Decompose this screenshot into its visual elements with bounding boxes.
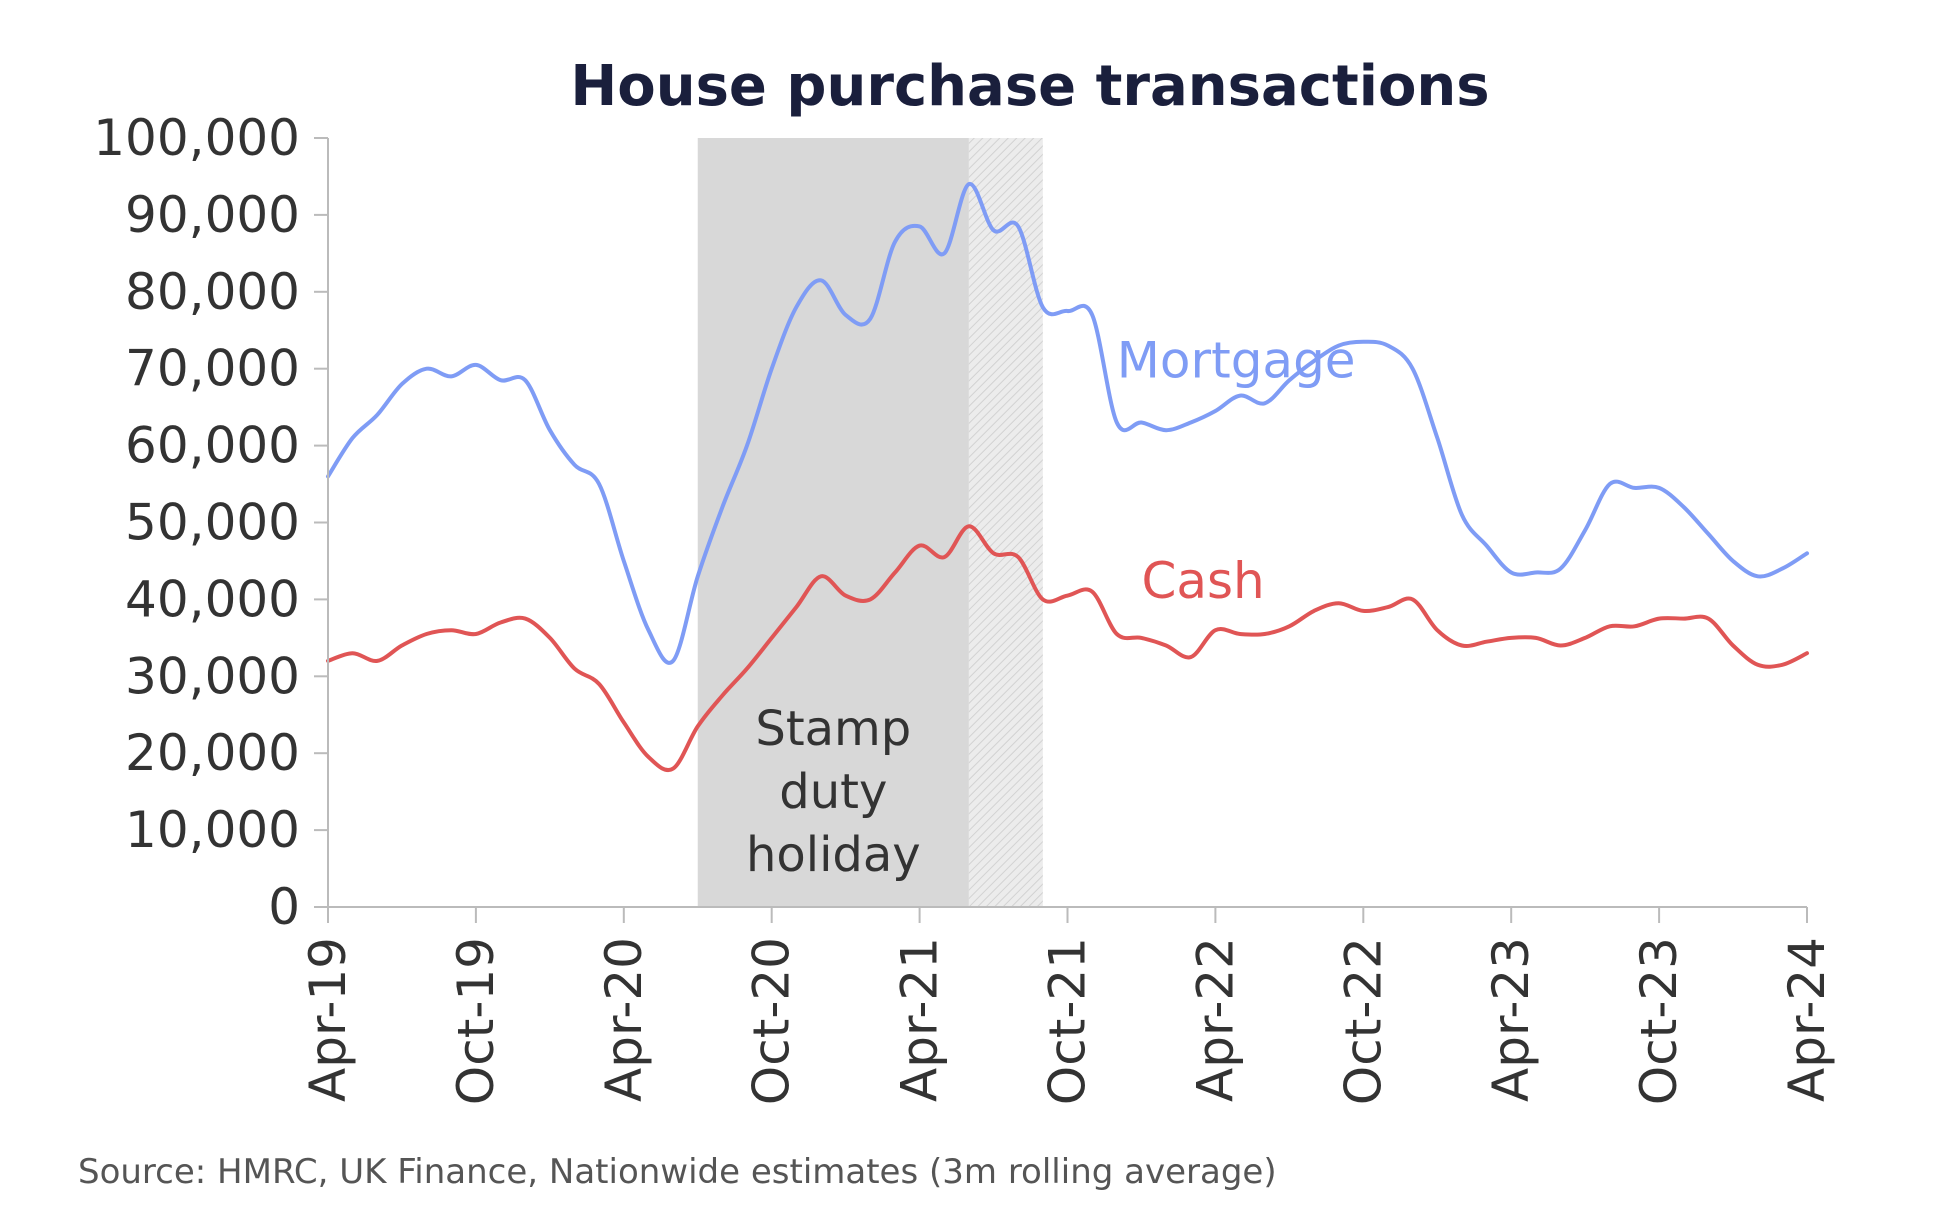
mortgage-series-label: Mortgage bbox=[1117, 332, 1356, 390]
y-tick-label: 70,000 bbox=[125, 340, 300, 398]
x-tick-label: Apr-24 bbox=[1778, 937, 1836, 1102]
series-lines bbox=[326, 182, 1809, 773]
cash-series-label: Cash bbox=[1141, 552, 1264, 610]
band-label-line: duty bbox=[779, 764, 887, 820]
y-axis-ticks: 0 10,000 20,000 30,000 40,000 50,000 60,000 70,… bbox=[93, 109, 328, 936]
y-tick-label: 30,000 bbox=[125, 647, 300, 705]
y-tick-label: 90,000 bbox=[125, 186, 300, 244]
x-tick-label: Apr-23 bbox=[1482, 937, 1540, 1102]
x-tick-label: Apr-22 bbox=[1186, 937, 1244, 1102]
source-note: Source: HMRC, UK Finance, Nationwide est… bbox=[78, 1152, 1277, 1192]
y-tick-label: 80,000 bbox=[125, 263, 300, 321]
x-tick-label: Oct-23 bbox=[1630, 937, 1688, 1105]
y-tick-label: 100,000 bbox=[93, 109, 300, 167]
mortgage-line bbox=[326, 182, 1809, 665]
axes bbox=[327, 138, 1807, 908]
x-axis-ticks: Apr-19 Oct-19 Apr-20 Oct-20 Apr-21 Oct-21 Apr-… bbox=[299, 907, 1836, 1105]
y-tick-label: 60,000 bbox=[125, 417, 300, 475]
band-taper bbox=[968, 138, 1043, 907]
cash-line bbox=[326, 524, 1809, 773]
x-tick-label: Oct-20 bbox=[743, 937, 801, 1105]
band-main bbox=[697, 138, 969, 907]
x-tick-label: Oct-22 bbox=[1334, 937, 1392, 1105]
stamp-duty-holiday-label: Stamp duty holiday bbox=[746, 701, 921, 883]
y-tick-label: 50,000 bbox=[125, 494, 300, 552]
chart-title: House purchase transactions bbox=[570, 54, 1489, 119]
y-tick-label: 40,000 bbox=[125, 570, 300, 628]
x-tick-label: Apr-21 bbox=[891, 937, 949, 1102]
x-tick-label: Apr-20 bbox=[595, 937, 653, 1102]
series-labels: Mortgage Cash bbox=[1117, 332, 1356, 610]
x-tick-label: Oct-21 bbox=[1039, 937, 1097, 1105]
y-tick-label: 10,000 bbox=[125, 801, 300, 859]
band-label-line: Stamp bbox=[755, 701, 911, 757]
y-tick-label: 0 bbox=[268, 878, 300, 936]
x-tick-label: Oct-19 bbox=[447, 937, 505, 1105]
y-tick-label: 20,000 bbox=[125, 724, 300, 782]
band-label-line: holiday bbox=[746, 827, 921, 883]
x-tick-label: Apr-19 bbox=[299, 937, 357, 1102]
